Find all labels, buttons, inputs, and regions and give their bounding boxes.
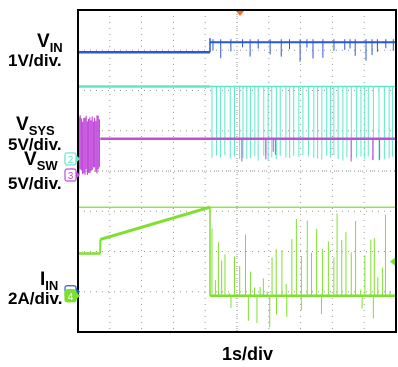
- vin-scale: 1V/div.: [8, 51, 62, 70]
- channel-markers: 1234: [64, 152, 395, 303]
- right-reference-arrow: [390, 257, 395, 266]
- vsys-scale: 5V/div.: [8, 135, 62, 154]
- channel-marker-number: 3: [68, 171, 74, 182]
- iin-sub: IN: [45, 278, 59, 293]
- vsw-sub: SW: [36, 158, 58, 173]
- iin-scale: 2A/div.: [8, 289, 63, 308]
- x-axis-label: 1s/div: [222, 344, 274, 364]
- channel-marker-arrow: [76, 171, 80, 180]
- channel-marker-arrow: [76, 154, 80, 163]
- vin-name: V: [37, 31, 50, 52]
- iin-trace-ramp: [99, 205, 211, 241]
- vsys-sub: SYS: [28, 123, 55, 138]
- traces: [78, 38, 396, 328]
- channel-4-marker: 4: [64, 289, 80, 303]
- channel-marker-arrow: [76, 291, 80, 300]
- vin-sub: IN: [49, 40, 63, 55]
- grid: [78, 10, 396, 332]
- channel-3-marker: 3: [64, 168, 80, 182]
- vsw-scale: 5V/div.: [8, 174, 62, 193]
- vsys-name: V: [16, 114, 29, 135]
- channel-2-marker: 2: [64, 152, 80, 166]
- channel-marker-number: 4: [68, 292, 74, 303]
- iin-label: IIN: [40, 269, 58, 292]
- iin-name: I: [40, 269, 46, 290]
- vsys-label: VSYS: [16, 114, 55, 137]
- plot-frame: [77, 9, 397, 333]
- vin-label: VIN: [37, 31, 63, 54]
- vsw-label: VSW: [24, 149, 58, 172]
- channel-marker-number: 2: [68, 155, 74, 166]
- trigger-marker: [236, 11, 244, 16]
- vsw-name: V: [24, 149, 37, 170]
